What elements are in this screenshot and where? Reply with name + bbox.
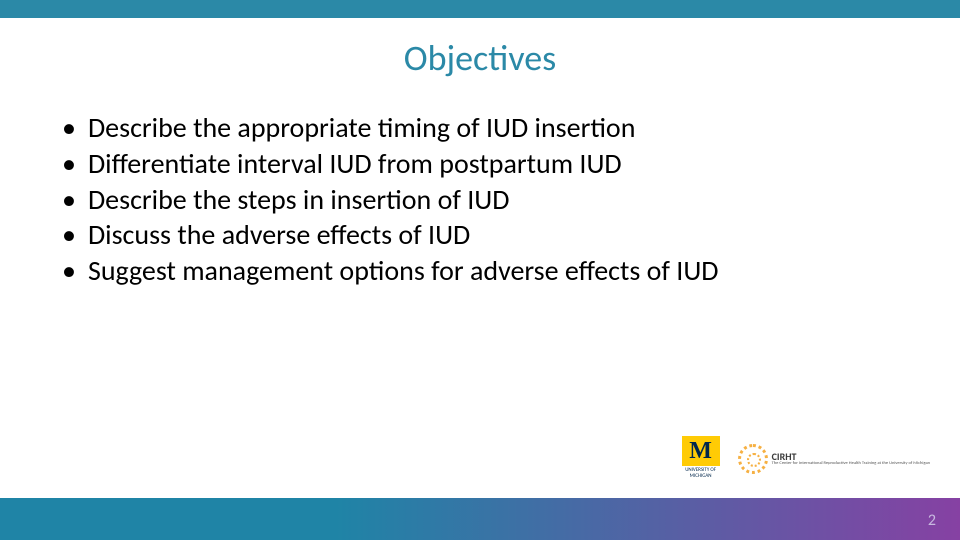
cirht-logo: CIRHT The Center for International Repro… <box>738 444 930 474</box>
bullet-icon: • <box>62 217 76 253</box>
list-item-text: Describe the appropriate timing of IUD i… <box>88 110 635 146</box>
cirht-text-block: CIRHT The Center for International Repro… <box>772 452 930 467</box>
slide: Objectives • Describe the appropriate tim… <box>0 0 960 540</box>
list-item-text: Discuss the adverse effects of IUD <box>88 217 470 253</box>
top-accent-bar <box>0 0 960 18</box>
list-item: • Describe the appropriate timing of IUD … <box>62 110 910 146</box>
michigan-logo-box: M <box>682 436 720 466</box>
michigan-logo: M UNIVERSITY OF MICHIGAN <box>678 436 724 482</box>
page-number: 2 <box>928 511 936 530</box>
list-item-text: Suggest management options for adverse e… <box>88 253 719 289</box>
michigan-logo-sub: UNIVERSITY OF MICHIGAN <box>678 468 724 479</box>
bullet-icon: • <box>62 253 76 289</box>
list-item-text: Differentiate interval IUD from postpart… <box>88 146 622 182</box>
cirht-circle-icon <box>738 444 768 474</box>
list-item: • Suggest management options for adverse … <box>62 253 910 289</box>
logo-row: M UNIVERSITY OF MICHIGAN CIRHT The Cente… <box>678 436 930 482</box>
list-item: • Discuss the adverse effects of IUD <box>62 217 910 253</box>
list-item-text: Describe the steps in insertion of IUD <box>88 182 510 218</box>
bullet-icon: • <box>62 182 76 218</box>
slide-title: Objectives <box>0 36 960 80</box>
list-item: • Differentiate interval IUD from postpar… <box>62 146 910 182</box>
bullet-icon: • <box>62 110 76 146</box>
objectives-list: • Describe the appropriate timing of IUD … <box>62 110 910 289</box>
bottom-accent-bar <box>0 498 960 540</box>
bullet-icon: • <box>62 146 76 182</box>
michigan-m-icon: M <box>689 439 712 463</box>
list-item: • Describe the steps in insertion of IUD <box>62 182 910 218</box>
cirht-sub: The Center for International Reproductiv… <box>772 462 930 467</box>
